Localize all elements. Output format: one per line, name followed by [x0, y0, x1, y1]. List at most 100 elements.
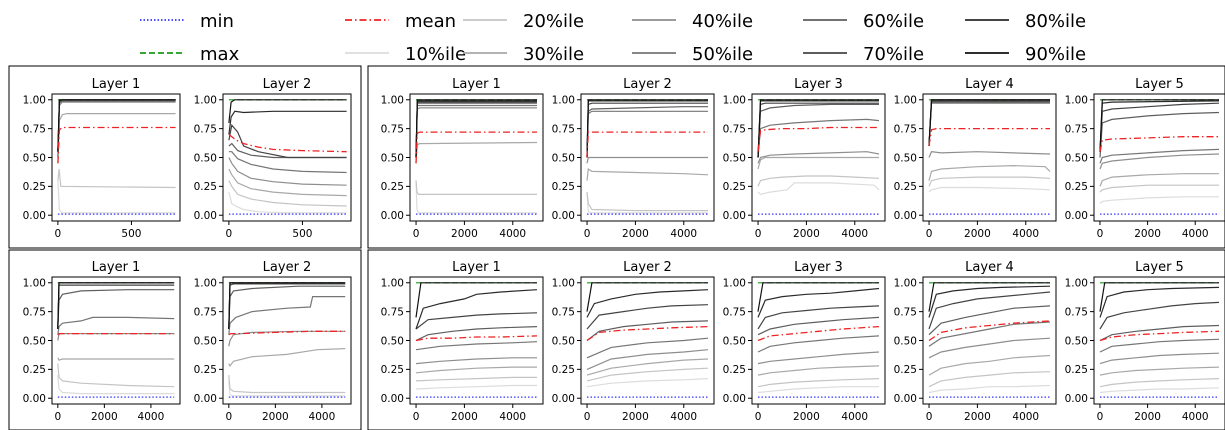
x-tick-label: 2000	[964, 228, 991, 240]
series-p40	[757, 351, 880, 365]
panel-bottom-right-10: Layer 1 0.00 0.25 0.50 0.75 1.00 0 2000 4000	[381, 260, 544, 423]
legend-entry-min: min	[140, 11, 234, 32]
y-tick-label: 0.00	[894, 210, 917, 222]
series-p10	[57, 375, 175, 395]
panel-title: Layer 3	[794, 260, 843, 275]
series-p40	[928, 151, 1051, 158]
series-p30	[57, 112, 176, 164]
panel-title: Layer 4	[965, 260, 1014, 275]
series-mean	[757, 325, 880, 342]
series-mean	[586, 131, 708, 158]
series-p70	[757, 102, 879, 158]
series-p30	[757, 365, 880, 376]
y-tick-label: 0.75	[1065, 306, 1088, 318]
series-p60	[1099, 324, 1220, 342]
y-tick-label: 0.25	[381, 364, 404, 376]
y-tick-label: 0.25	[194, 181, 217, 193]
panel-title: Layer 1	[92, 77, 141, 92]
series-group	[586, 282, 709, 398]
y-tick-label: 0.00	[894, 393, 917, 405]
series-p20	[57, 168, 176, 189]
series-p80	[757, 287, 880, 318]
series-p50	[228, 151, 347, 174]
axes-frame	[922, 93, 1057, 222]
series-p60	[1099, 111, 1220, 158]
panel-title: Layer 2	[623, 77, 672, 92]
x-tick-label: 2000	[793, 228, 820, 240]
legend-entry-p70: 70%ile	[803, 44, 924, 65]
series-mean	[57, 126, 176, 164]
series-p10	[757, 386, 879, 394]
series-mean	[1099, 330, 1220, 342]
series-p70	[928, 100, 1050, 147]
x-tick-label: 500	[121, 228, 141, 240]
legend-entry-p10: 10%ile	[345, 44, 466, 65]
series-p30	[586, 358, 709, 376]
group-frame-top-left	[8, 65, 362, 249]
y-tick-label: 0.50	[1065, 152, 1088, 164]
panel-bottom-left-9: Layer 2 0.00 0.25 0.50 0.75 1.00 0 2000 4000	[194, 260, 352, 423]
series-p20	[57, 363, 175, 388]
y-tick-label: 0.50	[552, 152, 575, 164]
x-tick-label: 4000	[309, 411, 336, 423]
x-tick-label: 0	[226, 228, 233, 240]
series-p90	[228, 282, 346, 330]
series-p60	[415, 326, 538, 342]
x-tick-label: 2000	[91, 411, 118, 423]
series-mean	[928, 320, 1051, 342]
legend-label-p90: 90%ile	[1025, 44, 1086, 65]
series-p40	[586, 156, 708, 164]
series-p60	[757, 316, 880, 336]
y-tick-label: 0.00	[723, 393, 746, 405]
legend-entry-p50: 50%ile	[632, 44, 753, 65]
x-tick-label: 4000	[841, 411, 868, 423]
x-tick-label: 0	[413, 228, 420, 240]
panel-title: Layer 2	[263, 77, 312, 92]
legend-entry-p60: 60%ile	[803, 11, 924, 32]
series-p50	[57, 316, 175, 335]
x-tick-label: 2000	[451, 228, 478, 240]
series-p50	[757, 335, 880, 353]
series-p50	[57, 100, 176, 158]
series-p20	[757, 175, 880, 187]
series-group	[57, 282, 175, 398]
y-tick-label: 0.75	[381, 306, 404, 318]
x-tick-label: 0	[755, 411, 762, 423]
series-p80	[228, 110, 347, 135]
legend-label-p20: 20%ile	[523, 11, 584, 32]
series-p90	[928, 99, 1050, 147]
y-tick-label: 0.50	[1065, 335, 1088, 347]
series-p80	[57, 99, 176, 152]
panel-top-left-2: Layer 2 0.00 0.25 0.50 0.75 1.00 0 500	[194, 77, 352, 240]
panel-top-right-7: Layer 5 0.00 0.25 0.50 0.75 1.00 0 2000 4000	[1065, 77, 1225, 240]
y-tick-label: 0.50	[194, 335, 217, 347]
x-tick-label: 2000	[1134, 411, 1161, 423]
legend-entry-p80: 80%ile	[965, 11, 1086, 32]
y-tick-label: 0.50	[552, 335, 575, 347]
series-p40	[415, 357, 537, 365]
series-p90	[757, 99, 879, 158]
series-p30	[228, 348, 346, 368]
series-p70	[228, 123, 347, 159]
x-tick-label: 4000	[841, 228, 868, 240]
x-tick-label: 0	[1097, 228, 1104, 240]
series-p20	[928, 371, 1051, 388]
panel-title: Layer 3	[794, 77, 843, 92]
y-tick-label: 0.75	[23, 123, 46, 135]
y-tick-label: 0.00	[381, 210, 404, 222]
series-p90	[928, 282, 1050, 312]
series-mean	[928, 127, 1050, 147]
series-group	[1099, 282, 1220, 398]
series-p60	[928, 305, 1051, 336]
y-tick-label: 0.50	[381, 152, 404, 164]
series-p30	[586, 167, 709, 181]
y-tick-label: 1.00	[1065, 95, 1088, 107]
y-tick-label: 0.00	[723, 210, 746, 222]
series-p10	[228, 380, 346, 397]
panel-top-right-5: Layer 3 0.00 0.25 0.50 0.75 1.00 0 2000 4000	[723, 77, 886, 240]
panel-top-right-4: Layer 2 0.00 0.25 0.50 0.75 1.00 0 2000 4000	[552, 77, 715, 240]
legend-entry-p30: 30%ile	[463, 44, 584, 65]
series-p40	[1099, 352, 1220, 365]
legend-label-p40: 40%ile	[692, 11, 753, 32]
series-group	[586, 99, 709, 215]
